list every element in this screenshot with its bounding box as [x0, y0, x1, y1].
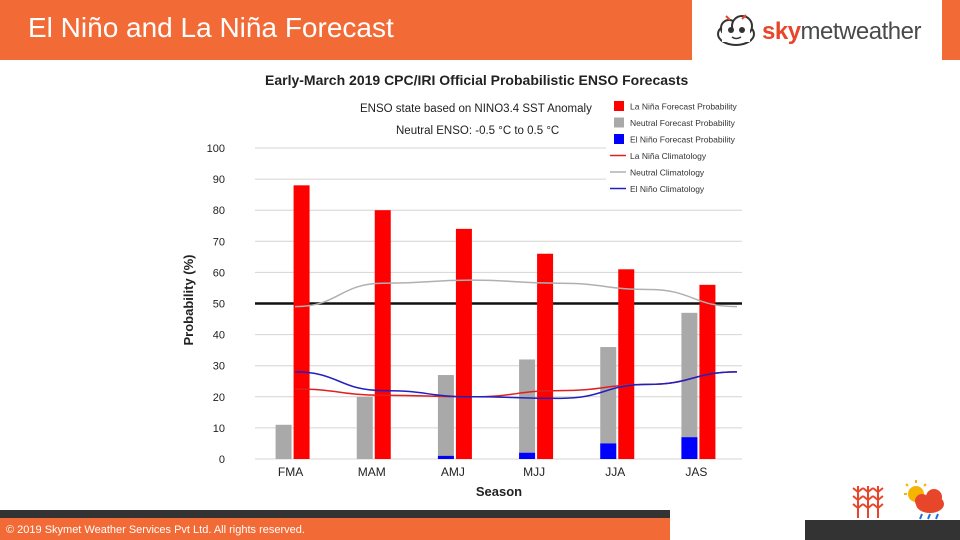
chart-subtitle-2: Neutral ENSO: -0.5 °C to 0.5 °C	[396, 125, 559, 137]
bar	[275, 424, 292, 459]
bar	[681, 437, 698, 459]
x-tick-label: MJJ	[523, 465, 545, 479]
footer-bar-right	[805, 520, 960, 540]
bar	[356, 396, 373, 459]
y-tick-label: 50	[213, 299, 225, 311]
y-tick-label: 20	[213, 392, 225, 404]
y-axis-label: Probability (%)	[181, 254, 196, 345]
legend-swatch	[614, 101, 624, 111]
bars	[275, 185, 716, 459]
bar	[437, 455, 454, 459]
chart-subtitle-1: ENSO state based on NINO3.4 SST Anomaly	[360, 103, 592, 115]
legend-label: Neutral Forecast Probability	[630, 118, 736, 128]
cloud-mascot-icon	[717, 14, 755, 46]
bar	[699, 284, 716, 459]
legend-label: El Niño Forecast Probability	[630, 135, 736, 145]
footer-stripe	[0, 510, 670, 518]
y-tick-label: 10	[213, 423, 225, 435]
x-tick-label: FMA	[278, 465, 303, 479]
logo-prefix: sky	[762, 18, 801, 45]
y-tick-label: 60	[213, 267, 225, 279]
bar	[537, 253, 554, 459]
bar	[437, 375, 454, 459]
y-tick-label: 40	[213, 330, 225, 342]
legend: La Niña Forecast Probability Neutral Fore…	[606, 96, 746, 200]
y-tick-label: 0	[219, 454, 225, 466]
legend-label: El Niño Climatology	[630, 184, 705, 194]
x-tick-label: JJA	[605, 465, 625, 479]
x-tick-label: MAM	[358, 465, 386, 479]
climatology-line	[294, 279, 738, 308]
bar	[519, 452, 536, 459]
sun-cloud-icon	[904, 480, 944, 520]
climatology-line	[294, 371, 738, 400]
bar	[681, 312, 698, 459]
footer-bar	[0, 518, 670, 540]
enso-chart: Early-March 2019 CPC/IRI Official Probab…	[181, 72, 746, 499]
climatology-line	[294, 371, 738, 398]
x-tick-label: AMJ	[441, 465, 465, 479]
crop-icon	[852, 486, 884, 518]
bar	[618, 269, 635, 459]
legend-swatch	[614, 134, 624, 144]
logo-suffix: metweather	[800, 18, 922, 45]
weather-icons	[852, 480, 944, 520]
page-title: El Niño and La Niña Forecast	[28, 12, 394, 43]
copyright-text: © 2019 Skymet Weather Services Pvt Ltd. …	[6, 524, 305, 536]
legend-label: Neutral Climatology	[630, 168, 705, 178]
y-tick-label: 30	[213, 361, 225, 373]
y-tick-label: 70	[213, 236, 225, 248]
bar	[600, 347, 617, 459]
bar	[374, 210, 391, 459]
bar	[293, 185, 310, 459]
legend-box	[606, 96, 746, 200]
bar	[455, 228, 472, 459]
y-tick-label: 100	[207, 143, 225, 155]
bar	[519, 359, 536, 459]
legend-label: La Niña Forecast Probability	[630, 102, 738, 112]
brand-logo[interactable]: skymetweather	[762, 18, 921, 46]
y-tick-label: 90	[213, 174, 225, 186]
x-axis-label: Season	[476, 484, 522, 499]
y-tick-label: 80	[213, 205, 225, 217]
x-axis-ticks: FMA MAM AMJ MJJ JJA JAS	[278, 465, 708, 479]
y-axis-ticks: 0 10 20 30 40 50 60 70 80 90 100	[207, 143, 225, 466]
climatology-lines	[294, 279, 738, 400]
legend-swatch	[614, 117, 624, 128]
chart-title: Early-March 2019 CPC/IRI Official Probab…	[265, 72, 688, 88]
x-tick-label: JAS	[685, 465, 707, 479]
bar	[600, 443, 617, 459]
legend-label: La Niña Climatology	[630, 151, 707, 161]
